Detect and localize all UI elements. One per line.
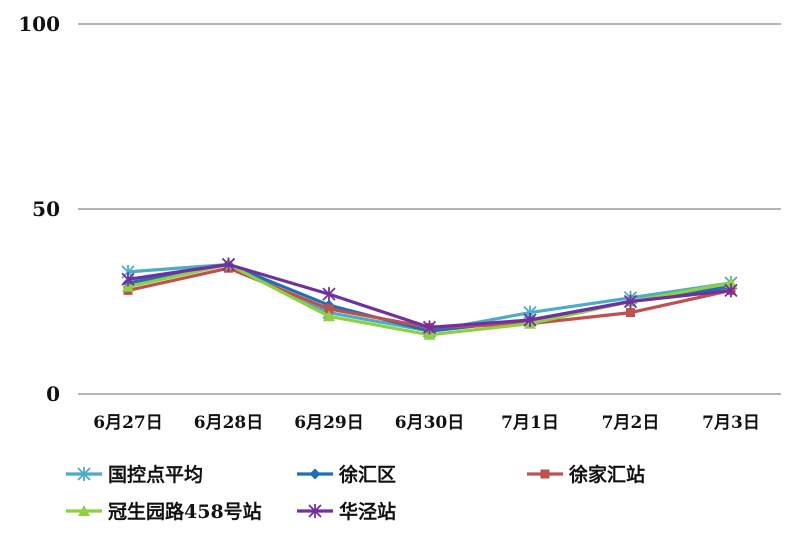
y-tick-label: 50 [32,197,60,221]
x-tick-label: 6月29日 [294,413,364,433]
y-axis-ticks: 0 50 100 [18,12,60,406]
legend-label: 徐汇区 [338,463,396,486]
legend-marker [77,467,91,481]
legend-item: 徐家汇站 [527,463,645,486]
data-point [324,304,334,314]
legend-label: 国控点平均 [108,463,203,486]
legend-label: 华泾站 [339,500,396,523]
data-point [523,313,537,327]
legend-item: 冠生园路458号站 [66,500,262,523]
x-tick-label: 6月30日 [395,413,465,433]
data-point [221,257,236,272]
legend-label: 冠生园路458号站 [108,500,262,523]
x-tick-label: 7月2日 [602,413,660,433]
data-point [322,287,336,302]
data-point [323,310,335,322]
x-tick-label: 6月27日 [93,413,163,433]
legend-label: 徐家汇站 [568,463,645,486]
legend-item: 国控点平均 [66,463,203,486]
data-point [121,272,135,287]
legend-item: 华泾站 [297,500,396,523]
legend-marker [309,468,321,480]
series-lines [121,257,738,340]
gridlines [78,23,781,395]
x-tick-label: 7月3日 [702,413,760,433]
data-point [725,277,737,288]
data-point [422,320,437,335]
legend-marker [540,469,550,479]
y-tick-label: 0 [46,382,60,406]
y-tick-label: 100 [18,12,60,36]
x-axis-ticks: 6月27日 6月28日 6月29日 6月30日 7月1日 7月2日 7月3日 [93,413,760,433]
data-point [626,308,635,318]
legend-item: 徐汇区 [297,463,396,486]
data-point [623,294,638,309]
legend-marker [308,504,322,518]
x-tick-label: 7月1日 [501,413,559,433]
series-5 [121,257,738,335]
legend-marker [78,505,90,516]
data-point [724,283,738,298]
x-tick-label: 6月28日 [194,413,264,433]
